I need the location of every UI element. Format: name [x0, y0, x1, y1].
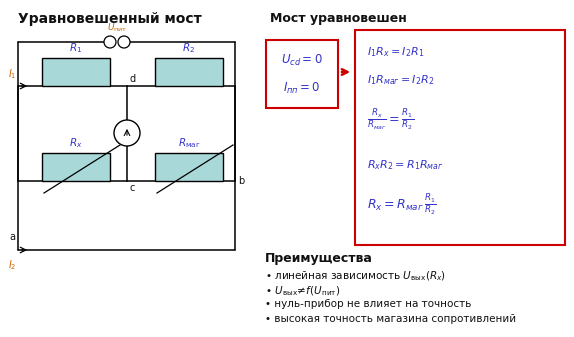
Text: a: a [9, 232, 15, 242]
Text: Преимущества: Преимущества [265, 252, 373, 265]
Text: $\frac{R_x}{R_{\mathregular{маг}}} = \frac{R_1}{R_2}$: $\frac{R_x}{R_{\mathregular{маг}}} = \fr… [367, 108, 414, 132]
Bar [355, 30, 565, 245]
Text: • высокая точность магазина сопротивлений: • высокая точность магазина сопротивлени… [265, 314, 516, 324]
Text: d: d [130, 74, 136, 84]
Text: Мост уравновешен: Мост уравновешен [270, 12, 407, 25]
Text: $R_xR_2 = R_1R_{\mathregular{маг}}$: $R_xR_2 = R_1R_{\mathregular{маг}}$ [367, 158, 444, 172]
Bar [42, 153, 110, 181]
Text: $I_{\mathregular{пп}} = 0$: $I_{\mathregular{пп}} = 0$ [283, 81, 321, 96]
Text: c: c [130, 183, 135, 193]
Circle shape [118, 36, 130, 48]
Text: • $U_{\mathregular{вых}}\!\neq\! f(U_{\mathregular{пит}})$: • $U_{\mathregular{вых}}\!\neq\! f(U_{\m… [265, 284, 340, 298]
Text: • нуль-прибор не влияет на точность: • нуль-прибор не влияет на точность [265, 299, 471, 309]
Text: $I_1R_{\mathregular{маг}} = I_2R_2$: $I_1R_{\mathregular{маг}} = I_2R_2$ [367, 73, 435, 87]
Bar [155, 153, 223, 181]
Text: $I_1$: $I_1$ [7, 67, 16, 81]
Text: Уравновешенный мост: Уравновешенный мост [18, 12, 201, 26]
Text: $I_1R_x = I_2R_1$: $I_1R_x = I_2R_1$ [367, 45, 424, 59]
Text: $R_2$: $R_2$ [183, 41, 196, 55]
Bar [42, 58, 110, 86]
Text: b: b [238, 176, 245, 186]
Circle shape [114, 120, 140, 146]
Text: $R_{\mathregular{маг}}$: $R_{\mathregular{маг}}$ [178, 136, 200, 150]
Text: $U_{cd} = 0$: $U_{cd} = 0$ [281, 53, 323, 67]
Text: $U_{\mathregular{пит}}$: $U_{\mathregular{пит}}$ [107, 22, 127, 34]
Circle shape [104, 36, 116, 48]
Bar [155, 58, 223, 86]
Text: $R_x$: $R_x$ [69, 136, 83, 150]
Text: $I_2$: $I_2$ [7, 258, 16, 272]
Bar [266, 40, 338, 108]
Text: • линейная зависимость $U_{\mathregular{вых}}(R_x)$: • линейная зависимость $U_{\mathregular{… [265, 269, 446, 283]
Text: $R_x = R_{\mathregular{маг}}\,\frac{R_1}{R_2}$: $R_x = R_{\mathregular{маг}}\,\frac{R_1}… [367, 192, 436, 217]
Text: $R_1$: $R_1$ [69, 41, 83, 55]
